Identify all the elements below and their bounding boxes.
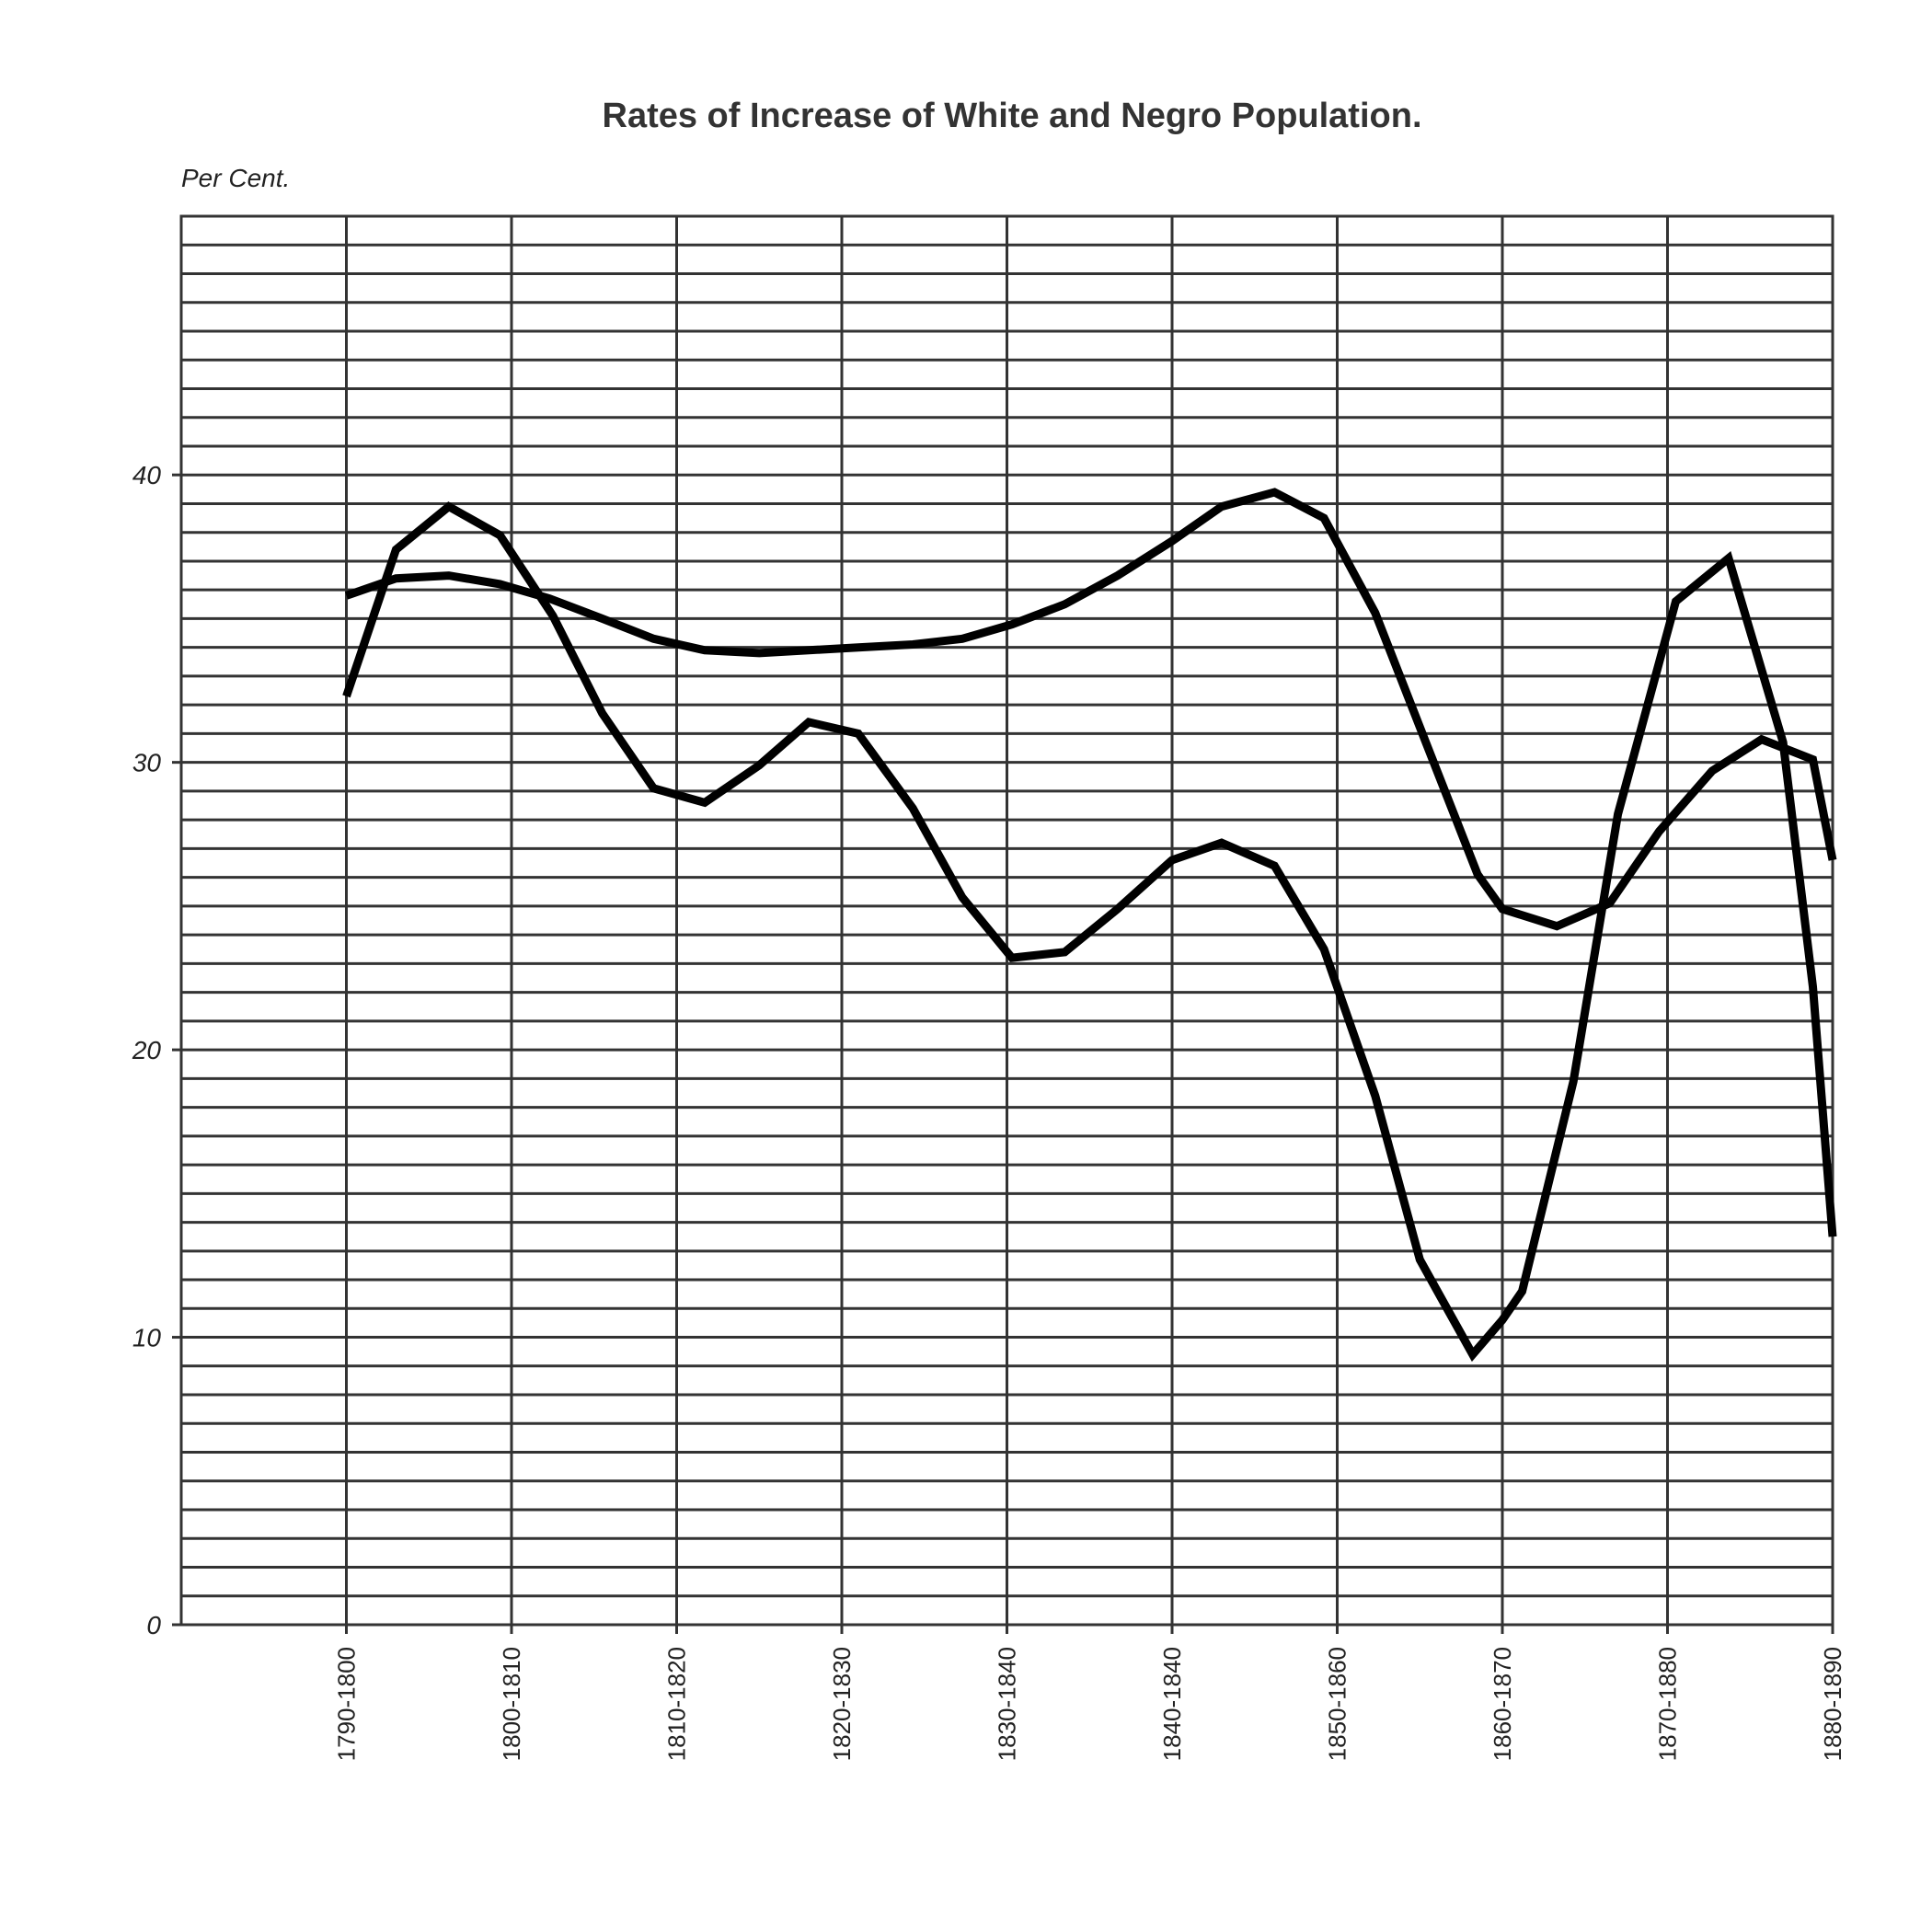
x-tick-label: 1820-1830 <box>828 1647 856 1761</box>
x-axis-ticks: 1790-1800 1800-1810 1810-1820 1820-1830 1830… <box>333 1625 1846 1761</box>
series-line-2 <box>342 501 1837 1363</box>
y-tick-label: 40 <box>132 461 162 489</box>
x-tick-label: 1830-1840 <box>994 1647 1021 1761</box>
x-tick-label: 1810-1820 <box>663 1647 691 1761</box>
y-axis-ticks: 0 10 20 30 40 <box>132 461 181 1639</box>
y-axis-unit-label: Per Cent. <box>181 164 291 192</box>
series-line-1 <box>345 488 1837 931</box>
x-tick-label: 1860-1870 <box>1489 1647 1516 1761</box>
data-lines <box>342 488 1837 1363</box>
y-tick-label: 30 <box>132 749 162 777</box>
x-tick-label: 1790-1800 <box>333 1647 361 1761</box>
x-tick-label: 1880-1890 <box>1819 1647 1846 1761</box>
y-tick-label: 0 <box>146 1611 161 1639</box>
x-tick-label: 1800-1810 <box>498 1647 525 1761</box>
chart-title: Rates of Increase of White and Negro Pop… <box>602 97 1422 135</box>
vertical-gridlines <box>345 216 1834 1625</box>
x-tick-label: 1870-1880 <box>1654 1647 1682 1761</box>
x-tick-label: 1850-1860 <box>1324 1647 1351 1761</box>
y-tick-label: 20 <box>132 1036 162 1064</box>
x-tick-label: 1840-1840 <box>1158 1647 1186 1761</box>
y-tick-label: 10 <box>132 1324 162 1352</box>
